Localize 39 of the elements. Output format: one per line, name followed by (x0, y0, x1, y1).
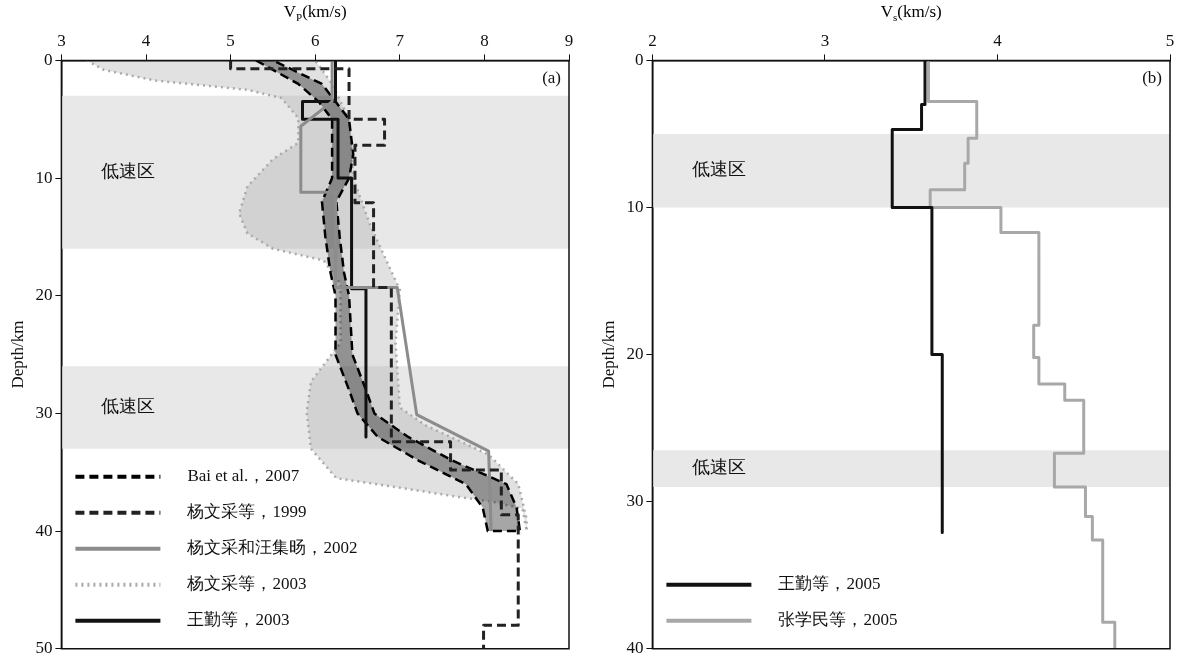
y-tick-label: 30 (626, 491, 644, 511)
legend-label: 杨文采等，2003 (186, 574, 307, 594)
legend-label: Bai et al.，2007 (187, 466, 300, 486)
x-axis-title: V$_{s}$(km/s) (880, 2, 942, 24)
x-tick-label: 2 (648, 30, 657, 50)
x-tick-label: 3 (820, 30, 830, 50)
legend-label: 张学民等，2005 (778, 610, 898, 630)
annotation: (b) (1142, 68, 1162, 88)
x-tick-label: 7 (395, 30, 405, 50)
y-tick-label: 30 (35, 402, 53, 422)
y-tick-label: 0 (43, 49, 53, 69)
y-tick-label: 40 (626, 638, 644, 658)
y-axis-title: Depth/km (7, 320, 27, 389)
x-axis-title: V$_{P}$(km/s) (283, 2, 347, 24)
x-tick-label: 5 (226, 30, 235, 50)
band-label: 低速区 (101, 396, 156, 417)
x-tick-label: 8 (480, 30, 489, 50)
x-tick-label: 5 (1165, 30, 1175, 50)
y-tick-label: 20 (35, 285, 53, 305)
band-label: 低速区 (101, 160, 156, 181)
legend-label: 杨文采等，1999 (186, 502, 307, 522)
x-tick-label: 4 (141, 30, 151, 50)
legend-label: 杨文采和汪集旸，2002 (186, 538, 358, 558)
y-tick-label: 0 (634, 49, 644, 69)
legend-label: 王勤等，2003 (187, 610, 290, 630)
y-tick-label: 10 (35, 167, 53, 187)
y-tick-label: 50 (35, 638, 53, 658)
band-label: 低速区 (692, 159, 747, 180)
x-tick-label: 9 (564, 30, 574, 50)
y-tick-label: 40 (35, 520, 53, 540)
x-tick-label: 6 (310, 30, 320, 50)
y-axis-title: Depth/km (598, 320, 618, 389)
x-tick-label: 4 (993, 30, 1003, 50)
x-tick-label: 3 (57, 30, 66, 50)
y-tick-label: 20 (626, 344, 644, 364)
band-label: 低速区 (692, 457, 747, 478)
annotation: (a) (542, 68, 561, 88)
y-tick-label: 10 (626, 196, 644, 216)
legend-label: 王勤等，2005 (778, 574, 881, 594)
